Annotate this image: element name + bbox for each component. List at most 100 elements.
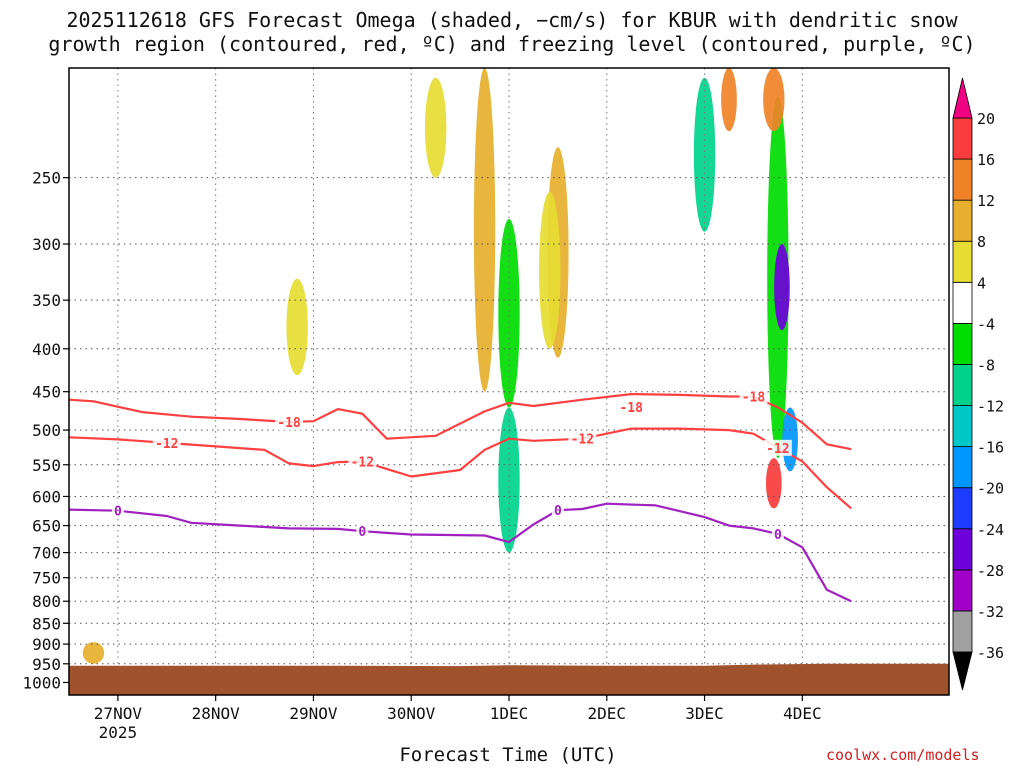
contour-label: -18 bbox=[619, 401, 643, 416]
y-tick-label: 400 bbox=[32, 340, 61, 359]
colorbar: 20 16 12 8 4 -4 -8 -12 -16 -20 -24 -28 -32 -36 bbox=[952, 77, 1004, 691]
colorbar-segment bbox=[952, 364, 973, 406]
omega-cell bbox=[763, 68, 785, 132]
colorbar-label: 12 bbox=[977, 192, 995, 210]
colorbar-label: -16 bbox=[977, 439, 1004, 457]
omega-cell bbox=[498, 407, 520, 553]
omega-cell bbox=[82, 642, 105, 664]
colorbar-label: 8 bbox=[977, 233, 986, 251]
omega-shading-layer bbox=[82, 68, 798, 664]
colorbar-segment bbox=[952, 117, 973, 160]
colorbar-label: -24 bbox=[977, 521, 1004, 539]
y-tick-label: 700 bbox=[32, 544, 61, 563]
contour-label: -12 bbox=[766, 442, 789, 457]
x-tick-label: 27NOV bbox=[94, 704, 143, 723]
colorbar-under-arrow bbox=[952, 651, 973, 691]
y-tick-label: 1000 bbox=[22, 673, 61, 692]
contour-label: 0 bbox=[114, 505, 122, 520]
colorbar-label: -36 bbox=[977, 644, 1004, 662]
omega-cell bbox=[286, 278, 308, 376]
contour-label: -18 bbox=[277, 416, 301, 431]
x-tick-sublabel: 2025 bbox=[99, 723, 138, 742]
colorbar-segment bbox=[952, 240, 973, 283]
omega-cell bbox=[721, 68, 737, 132]
contour-label: 0 bbox=[774, 528, 782, 543]
colorbar-segment bbox=[952, 322, 973, 365]
colorbar-segment bbox=[952, 199, 973, 242]
ground-surface bbox=[69, 663, 949, 695]
omega-cell bbox=[424, 77, 447, 178]
contour-label: -18 bbox=[742, 391, 766, 406]
y-tick-label: 600 bbox=[32, 487, 61, 506]
contour-label-bg bbox=[275, 413, 303, 430]
omega-cell bbox=[774, 244, 790, 331]
contour-label: -12 bbox=[155, 437, 178, 452]
colorbar-label: -28 bbox=[977, 562, 1004, 580]
colorbar-label: -32 bbox=[977, 603, 1004, 621]
omega-cell bbox=[498, 218, 520, 408]
contour-label: -12 bbox=[351, 455, 374, 470]
omega-cell bbox=[473, 68, 496, 392]
colorbar-over-arrow bbox=[952, 77, 973, 119]
y-tick-label: 500 bbox=[32, 421, 61, 440]
title-line-1: 2025112618 GFS Forecast Omega (shaded, −… bbox=[66, 8, 958, 32]
chart-title: 2025112618 GFS Forecast Omega (shaded, −… bbox=[0, 8, 1024, 56]
y-tick-label: 250 bbox=[32, 169, 61, 188]
plot-area: -18 -18 -18 -12 -12 -12 -12 0 0 0 0 bbox=[69, 68, 949, 695]
y-tick-label: 750 bbox=[32, 569, 61, 588]
contour-label: 0 bbox=[554, 504, 562, 519]
colorbar-label: 4 bbox=[977, 274, 986, 292]
colorbar-segment bbox=[952, 446, 973, 489]
contour-label-bg bbox=[739, 388, 768, 405]
x-tick-label: 1DEC bbox=[490, 704, 529, 723]
colorbar-label: -12 bbox=[977, 398, 1004, 416]
colorbar-segment bbox=[952, 528, 973, 571]
y-tick-label: 450 bbox=[32, 383, 61, 402]
x-tick-label: 4DEC bbox=[783, 704, 822, 723]
credit-link[interactable]: coolwx.com/models bbox=[826, 746, 980, 764]
x-axis-title: Forecast Time (UTC) bbox=[399, 744, 617, 766]
y-tick-label: 900 bbox=[32, 635, 61, 654]
y-tick-label: 650 bbox=[32, 517, 61, 536]
contour-label-bg bbox=[568, 430, 597, 447]
y-tick-label: 950 bbox=[32, 655, 61, 674]
contour-label-bg bbox=[763, 439, 792, 456]
colorbar-label: 20 bbox=[977, 110, 995, 128]
colorbar-segment bbox=[952, 487, 973, 530]
contour-label: -12 bbox=[571, 433, 594, 448]
y-tick-label: 850 bbox=[32, 614, 61, 633]
omega-cell bbox=[539, 191, 561, 349]
contour-line bbox=[69, 427, 852, 510]
y-axis-ticks: 250 300 350 400 450 500 550 600 650 700 750 800 850 9… bbox=[22, 169, 69, 692]
omega-cell bbox=[765, 458, 782, 509]
colorbar-segment bbox=[952, 158, 973, 201]
colorbar-segment bbox=[952, 405, 973, 448]
contour-label-bg bbox=[356, 523, 369, 540]
contour-label-bg bbox=[111, 502, 124, 519]
contour-label-bg bbox=[152, 434, 181, 451]
omega-cell bbox=[693, 77, 716, 232]
colorbar-label: -20 bbox=[977, 480, 1004, 498]
x-tick-label: 2DEC bbox=[588, 704, 627, 723]
y-tick-label: 300 bbox=[32, 235, 61, 254]
colorbar-label: 16 bbox=[977, 151, 995, 169]
colorbar-segment bbox=[952, 610, 973, 653]
colorbar-label: -4 bbox=[977, 315, 995, 333]
contour-label-bg bbox=[617, 398, 646, 415]
contour-label: 0 bbox=[358, 525, 366, 540]
temperature-contours: -18 -18 -18 -12 -12 -12 -12 0 0 0 0 bbox=[69, 388, 852, 603]
colorbar-segment bbox=[952, 569, 973, 612]
colorbar-segment bbox=[952, 281, 973, 324]
y-tick-label: 350 bbox=[32, 291, 61, 310]
contour-line bbox=[69, 502, 852, 603]
y-tick-label: 800 bbox=[32, 592, 61, 611]
contour-label-bg bbox=[771, 525, 784, 542]
y-tick-label: 550 bbox=[32, 456, 61, 475]
colorbar-label: -8 bbox=[977, 356, 995, 374]
x-tick-label: 29NOV bbox=[289, 704, 338, 723]
x-tick-label: 3DEC bbox=[685, 704, 724, 723]
ground-layer bbox=[69, 663, 949, 695]
omega-cell bbox=[782, 407, 798, 472]
x-tick-label: 28NOV bbox=[192, 704, 241, 723]
